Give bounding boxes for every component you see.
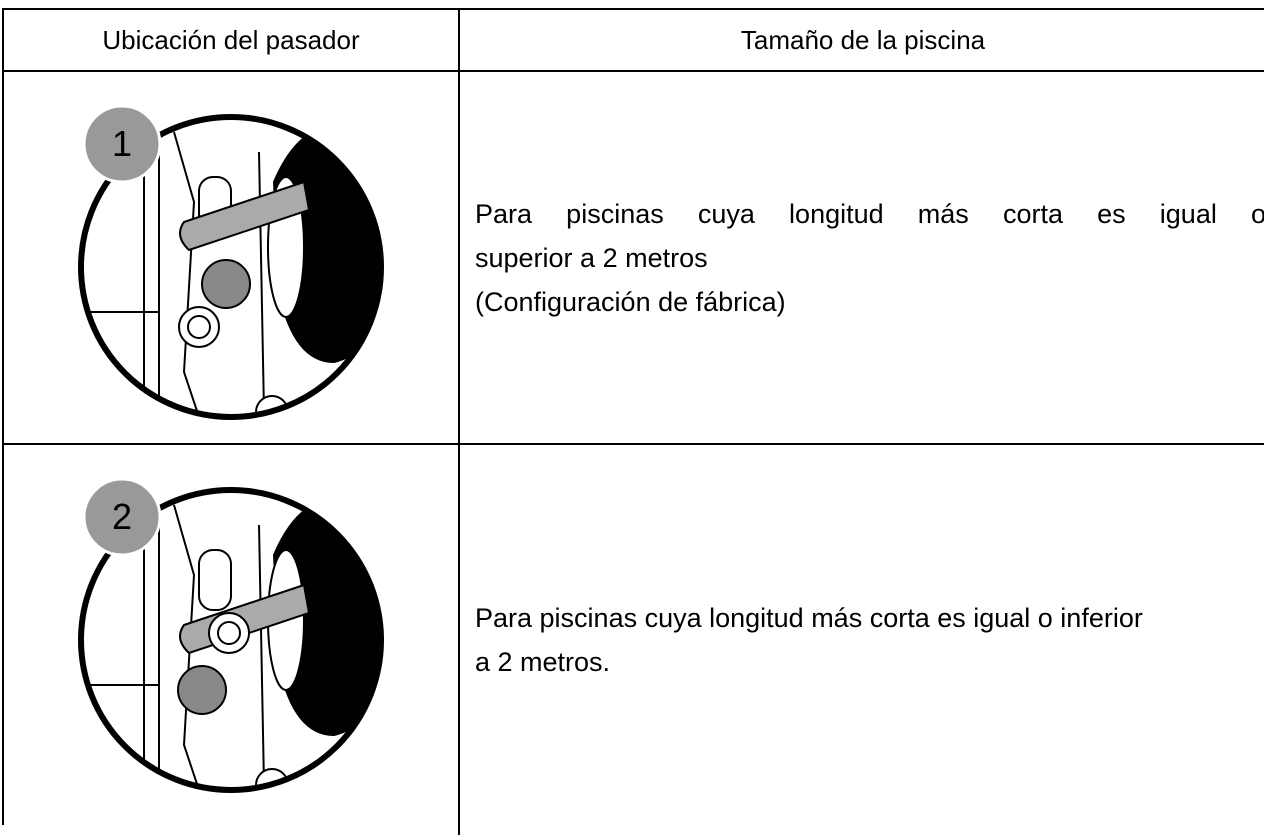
text-line: a 2 metros. (475, 647, 611, 677)
pin-illustration: 2 (78, 477, 384, 793)
badge (82, 477, 162, 557)
lever-arm (179, 180, 311, 252)
pin-illustration: 1 (78, 104, 384, 420)
badge (82, 104, 162, 184)
text-line: (Configuración de fábrica) (475, 286, 786, 317)
text-line: superior a 2 metros (475, 242, 708, 273)
header-cell: Ubicación del pasador (4, 10, 460, 72)
illustration-detail (84, 499, 381, 790)
text-cell: Para piscinas cuya longitud más corta es… (460, 72, 1264, 445)
image-cell: 1 (4, 72, 460, 445)
lower-post (208, 612, 250, 654)
badge-number: 2 (112, 496, 132, 537)
pin (177, 665, 227, 715)
lower-post-inner (217, 621, 241, 645)
ring (78, 487, 384, 793)
lower-post-inner (187, 315, 211, 339)
header-text: Ubicación del pasador (102, 24, 360, 55)
text-line: Para piscinas cuya longitud más corta es… (475, 603, 1143, 633)
badge-number: 1 (112, 123, 132, 164)
ring (78, 114, 384, 420)
upper-post (198, 549, 232, 611)
pin (201, 259, 251, 309)
table: Ubicación del pasador Tamaño de la pisci… (2, 8, 1264, 835)
header-text: Tamaño de la piscina (740, 24, 986, 55)
text-line: Para piscinas cuya longitud más corta es… (475, 198, 1264, 229)
header-cell: Tamaño de la piscina (460, 10, 1264, 72)
image-cell: 2 (4, 445, 460, 835)
text-cell: Para piscinas cuya longitud más corta es… (460, 445, 1264, 835)
lower-post (178, 306, 220, 348)
